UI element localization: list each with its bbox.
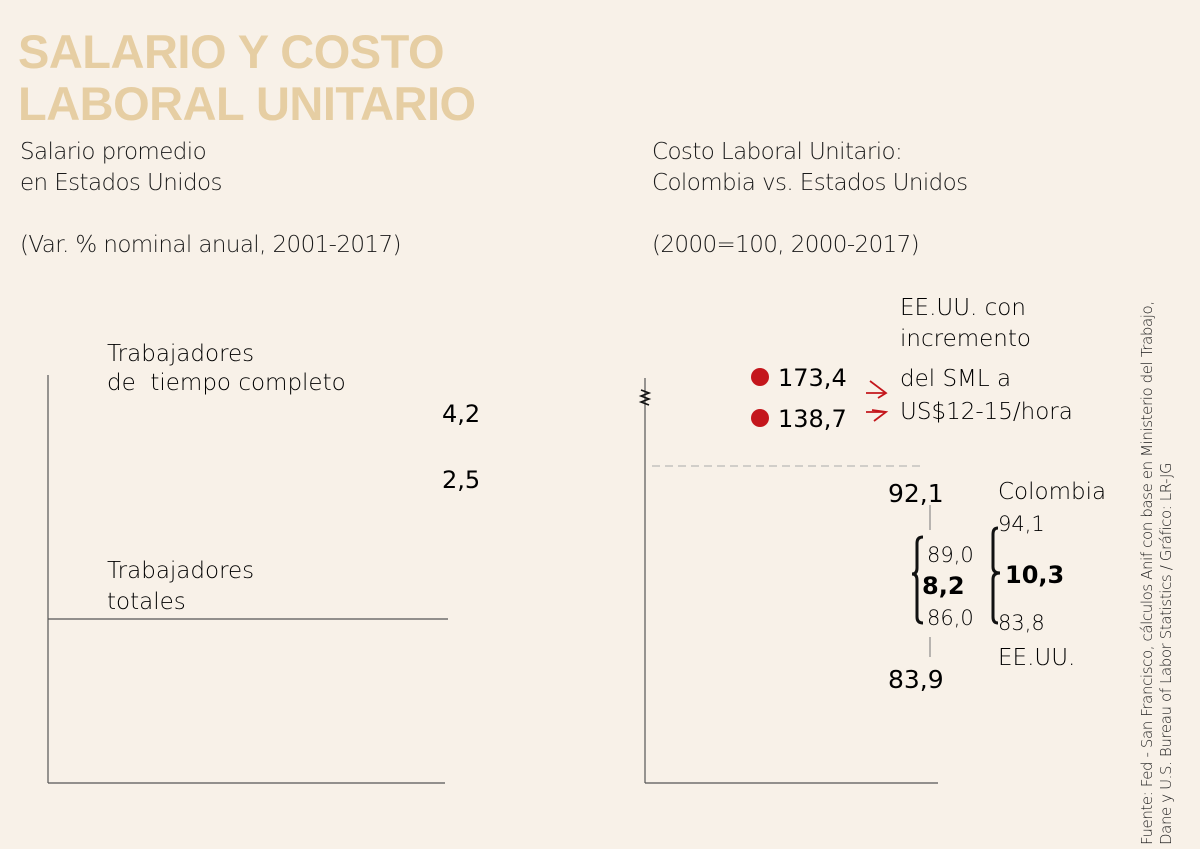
title-line-1: SALARIO Y COSTO xyxy=(18,25,445,78)
sml-note-line-2: incremento xyxy=(900,326,1031,352)
right-chart: 92,1 83,9 173,4 138,7 EE.UU. con increme… xyxy=(638,295,1106,784)
label-fulltime-1: Trabajadores xyxy=(107,341,254,367)
scenario-dot-low xyxy=(751,409,769,427)
left-chart: Trabajadores de tiempo completo Trabajad… xyxy=(47,341,480,784)
gap2-bottom: 83,8 xyxy=(998,611,1045,635)
right-subtitle: Costo Laboral Unitario: Colombia vs. Est… xyxy=(652,137,968,199)
end-label-usa: 83,9 xyxy=(888,665,944,694)
chart-title: SALARIO Y COSTO LABORAL UNITARIO xyxy=(18,26,476,130)
gap2-mid: 10,3 xyxy=(1005,561,1064,589)
source-note: Fuente: Fed - San Francisco, cálculos An… xyxy=(1138,25,1176,845)
arrow-low-icon xyxy=(866,409,889,422)
label-fulltime-2: de tiempo completo xyxy=(107,370,346,396)
title-line-2: LABORAL UNITARIO xyxy=(18,77,476,130)
left-subtitle-line-1: Salario promedio xyxy=(20,139,207,165)
left-units: (Var. % nominal anual, 2001-2017) xyxy=(20,232,401,258)
gap1-bottom: 86,0 xyxy=(927,606,974,630)
gap2-label-usa: EE.UU. xyxy=(998,645,1075,671)
sml-note-line-4: US$12-15/hora xyxy=(900,399,1073,425)
scenario-dot-high xyxy=(751,368,769,386)
label-total-2: totales xyxy=(107,589,186,615)
sml-note-line-1: EE.UU. con xyxy=(900,295,1026,321)
scenario-value-low: 138,7 xyxy=(778,405,847,433)
gap2-label-colombia: Colombia xyxy=(998,479,1106,505)
source-line-1: Fuente: Fed - San Francisco, cálculos An… xyxy=(1138,301,1156,845)
sml-note-line-3: del SML a xyxy=(900,366,1011,392)
source-line-2: Dane y U.S. Bureau of Labor Statistics /… xyxy=(1157,462,1175,845)
end-label-total: 2,5 xyxy=(442,466,480,494)
end-label-colombia: 92,1 xyxy=(888,479,944,508)
left-subtitle: Salario promedio en Estados Unidos xyxy=(20,137,222,199)
left-subtitle-line-2: en Estados Unidos xyxy=(20,170,222,196)
arrow-high-icon xyxy=(866,380,888,399)
gap1-mid: 8,2 xyxy=(922,572,965,600)
right-subtitle-line-1: Costo Laboral Unitario: xyxy=(652,139,903,165)
right-subtitle-line-2: Colombia vs. Estados Unidos xyxy=(652,170,968,196)
sml-note: EE.UU. con incremento del SML a US$12-15… xyxy=(900,295,1073,425)
label-total-1: Trabajadores xyxy=(107,558,254,584)
right-units: (2000=100, 2000-2017) xyxy=(652,232,920,258)
axis-break-icon xyxy=(638,389,652,406)
scenario-value-high: 173,4 xyxy=(778,364,847,392)
gap2-brace-icon xyxy=(991,526,1001,625)
gap1-top: 89,0 xyxy=(927,543,974,567)
end-label-fulltime: 4,2 xyxy=(442,400,480,428)
gap2-top: 94,1 xyxy=(998,512,1045,536)
gap1-brace-icon xyxy=(911,535,924,625)
